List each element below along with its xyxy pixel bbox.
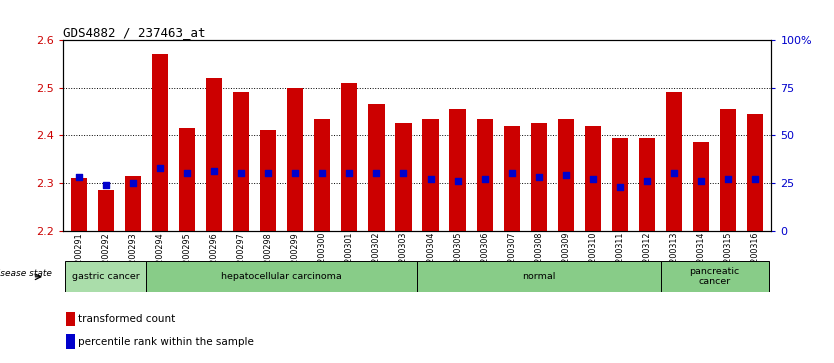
Bar [125,176,141,231]
Bar [395,123,412,231]
Point [180,170,193,176]
Bar [612,138,628,231]
Point [153,165,167,171]
Text: pancreatic
cancer: pancreatic cancer [690,267,740,286]
Text: transformed count: transformed count [78,314,176,324]
Point [451,178,465,184]
Bar [260,130,276,231]
Point [505,170,519,176]
Bar [66,312,75,326]
Point [641,178,654,184]
Bar [530,123,547,231]
Text: gastric cancer: gastric cancer [72,272,140,281]
Bar [585,126,601,231]
Point [721,176,735,182]
Bar [417,261,661,292]
Point [99,182,113,188]
Point [315,170,329,176]
Point [613,184,626,189]
Bar [98,190,114,231]
Text: normal: normal [522,272,555,281]
Bar [639,138,655,231]
Bar [747,114,763,231]
Bar [65,261,147,292]
Point [126,180,139,186]
Text: GDS4882 / 237463_at: GDS4882 / 237463_at [63,26,205,39]
Point [478,176,491,182]
Bar [450,109,465,231]
Point [749,176,762,182]
Bar [558,119,574,231]
Bar [287,87,304,231]
Point [424,176,437,182]
Point [343,170,356,176]
Bar [152,54,168,231]
Text: disease state: disease state [0,269,52,278]
Point [369,170,383,176]
Point [586,176,600,182]
Point [234,170,248,176]
Bar [476,119,493,231]
Bar [720,109,736,231]
Bar [147,261,417,292]
Bar [504,126,520,231]
Bar [233,92,249,231]
Point [208,168,221,174]
Bar [369,104,384,231]
Text: hepatocellular carcinoma: hepatocellular carcinoma [221,272,342,281]
Bar [661,261,769,292]
Bar [71,178,87,231]
Point [262,170,275,176]
Bar [66,334,75,348]
Point [289,170,302,176]
Bar [666,92,682,231]
Point [667,170,681,176]
Point [695,178,708,184]
Point [397,170,410,176]
Bar [314,119,330,231]
Text: percentile rank within the sample: percentile rank within the sample [78,337,254,347]
Point [559,172,572,178]
Point [72,174,85,180]
Bar [422,119,439,231]
Bar [693,142,709,231]
Bar [341,83,358,231]
Bar [206,78,222,231]
Point [532,174,545,180]
Bar [179,128,195,231]
